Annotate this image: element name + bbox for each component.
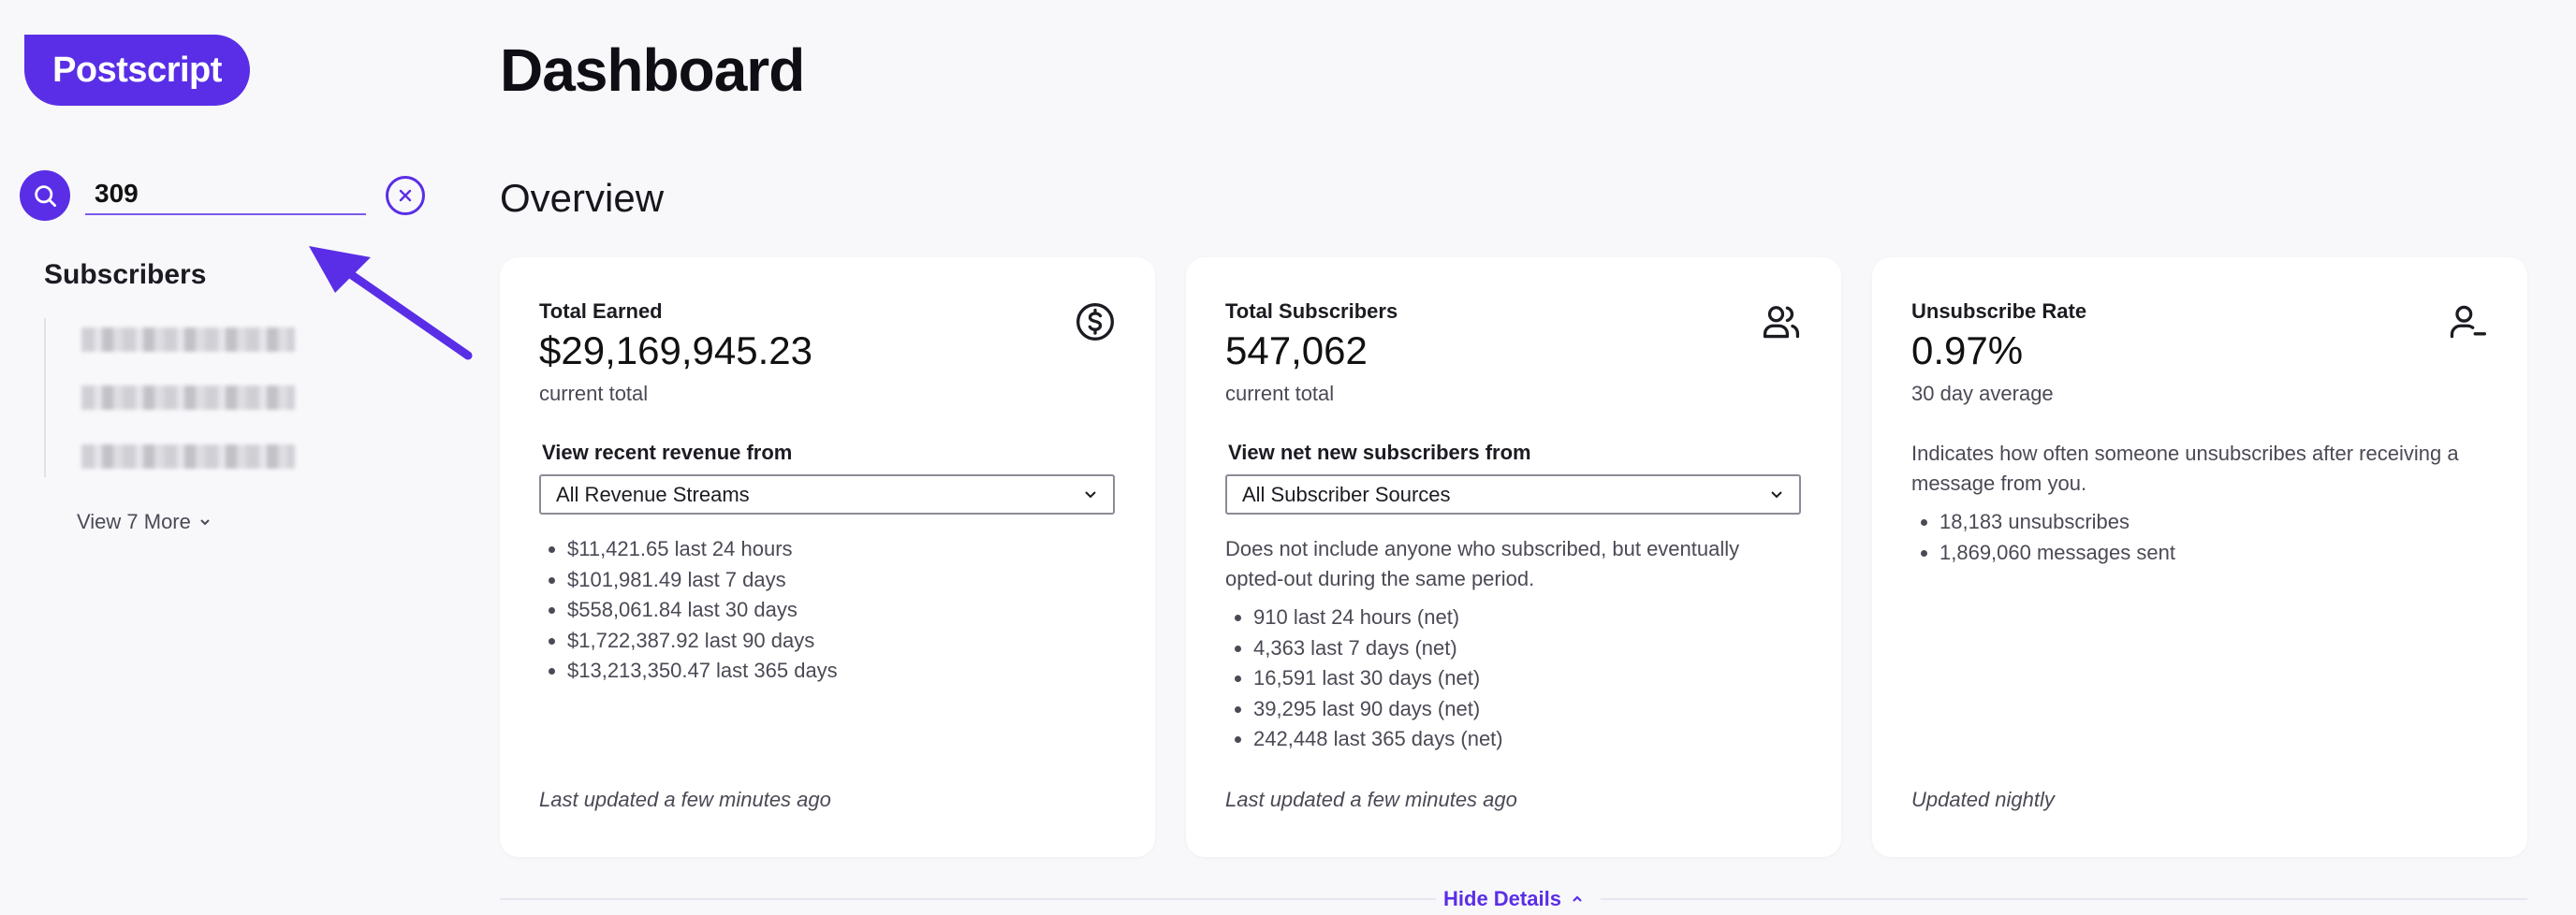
divider <box>500 898 1436 900</box>
chevron-down-icon <box>1771 490 1782 498</box>
select-value: All Subscriber Sources <box>1242 482 1451 506</box>
hide-details-toggle[interactable]: Hide Details <box>1443 887 1584 911</box>
total-subscribers-card: Total Subscribers 547,062 current total … <box>1186 257 1841 857</box>
list-item: $1,722,387.92 last 90 days <box>567 626 838 657</box>
list-item: 39,295 last 90 days (net) <box>1253 694 1503 725</box>
total-subscribers-value: 547,062 <box>1225 328 1368 372</box>
page-title: Dashboard <box>500 36 805 104</box>
blurred-result-2[interactable] <box>81 385 295 410</box>
postscript-logo[interactable]: Postscript <box>24 35 250 106</box>
list-item: 242,448 last 365 days (net) <box>1253 724 1503 755</box>
overview-heading: Overview <box>500 176 665 220</box>
card-description: Indicates how often someone unsubscribes… <box>1911 442 2459 495</box>
card-label: Total Earned <box>539 299 663 323</box>
results-section-title: Subscribers <box>44 259 207 290</box>
card-label: Unsubscribe Rate <box>1911 299 2087 323</box>
card-subtext: 30 day average <box>1911 382 2054 405</box>
list-item: $101,981.49 last 7 days <box>567 565 838 596</box>
subscribers-list: 910 last 24 hours (net) 4,363 last 7 day… <box>1225 603 1503 755</box>
close-icon <box>399 189 412 202</box>
view-more-link[interactable]: View 7 More <box>77 510 212 534</box>
search-icon <box>35 185 56 207</box>
unsubscribe-rate-card: Unsubscribe Rate 0.97% 30 day average In… <box>1872 257 2527 857</box>
view-more-label: View 7 More <box>77 510 191 533</box>
card-footer: Last updated a few minutes ago <box>1225 788 1517 811</box>
unsubscribe-list: 18,183 unsubscribes 1,869,060 messages s… <box>1911 507 2175 568</box>
search-input[interactable] <box>85 174 366 215</box>
logo-text: Postscript <box>52 50 222 90</box>
list-item: 4,363 last 7 days (net) <box>1253 633 1503 664</box>
chevron-down-icon <box>200 519 210 526</box>
search-button[interactable] <box>20 170 70 221</box>
card-subtext: current total <box>539 382 649 405</box>
clear-search-button[interactable] <box>386 176 425 215</box>
list-item: 910 last 24 hours (net) <box>1253 603 1503 633</box>
list-item: $11,421.65 last 24 hours <box>567 534 838 565</box>
subscriber-source-select[interactable]: All Subscriber Sources <box>1225 474 1801 515</box>
divider <box>1601 898 2527 900</box>
list-item: 16,591 last 30 days (net) <box>1253 663 1503 694</box>
list-item: $13,213,350.47 last 365 days <box>567 656 838 687</box>
chevron-up-icon <box>1573 895 1582 902</box>
list-item: 1,869,060 messages sent <box>1939 538 2175 569</box>
unsubscribe-rate-value: 0.97% <box>1911 328 2024 372</box>
select-value: All Revenue Streams <box>556 482 750 506</box>
revenue-list: $11,421.65 last 24 hours $101,981.49 las… <box>539 534 838 687</box>
card-footer: Updated nightly <box>1911 788 2055 811</box>
annotation-arrow <box>309 246 473 360</box>
dollar-circle-icon <box>1076 303 1114 341</box>
total-earned-card: Total Earned $29,169,945.23 current tota… <box>500 257 1155 857</box>
revenue-stream-select[interactable]: All Revenue Streams <box>539 474 1115 515</box>
user-minus-icon <box>2450 305 2486 339</box>
users-icon <box>1763 306 1800 339</box>
hide-details-label: Hide Details <box>1443 887 1561 910</box>
total-earned-value: $29,169,945.23 <box>539 328 812 372</box>
list-item: 18,183 unsubscribes <box>1939 507 2175 538</box>
subscriber-source-select-label: View net new subscribers from <box>1228 441 1531 464</box>
card-subtext: current total <box>1225 382 1335 405</box>
chevron-down-icon <box>1085 490 1096 498</box>
card-description: Does not include anyone who subscribed, … <box>1225 537 1740 590</box>
list-item: $558,061.84 last 30 days <box>567 595 838 626</box>
card-label: Total Subscribers <box>1225 299 1398 323</box>
search-results-list <box>44 318 327 477</box>
revenue-select-label: View recent revenue from <box>542 441 793 464</box>
blurred-result-3[interactable] <box>81 444 295 469</box>
blurred-result-1[interactable] <box>81 327 295 352</box>
card-footer: Last updated a few minutes ago <box>539 788 831 811</box>
